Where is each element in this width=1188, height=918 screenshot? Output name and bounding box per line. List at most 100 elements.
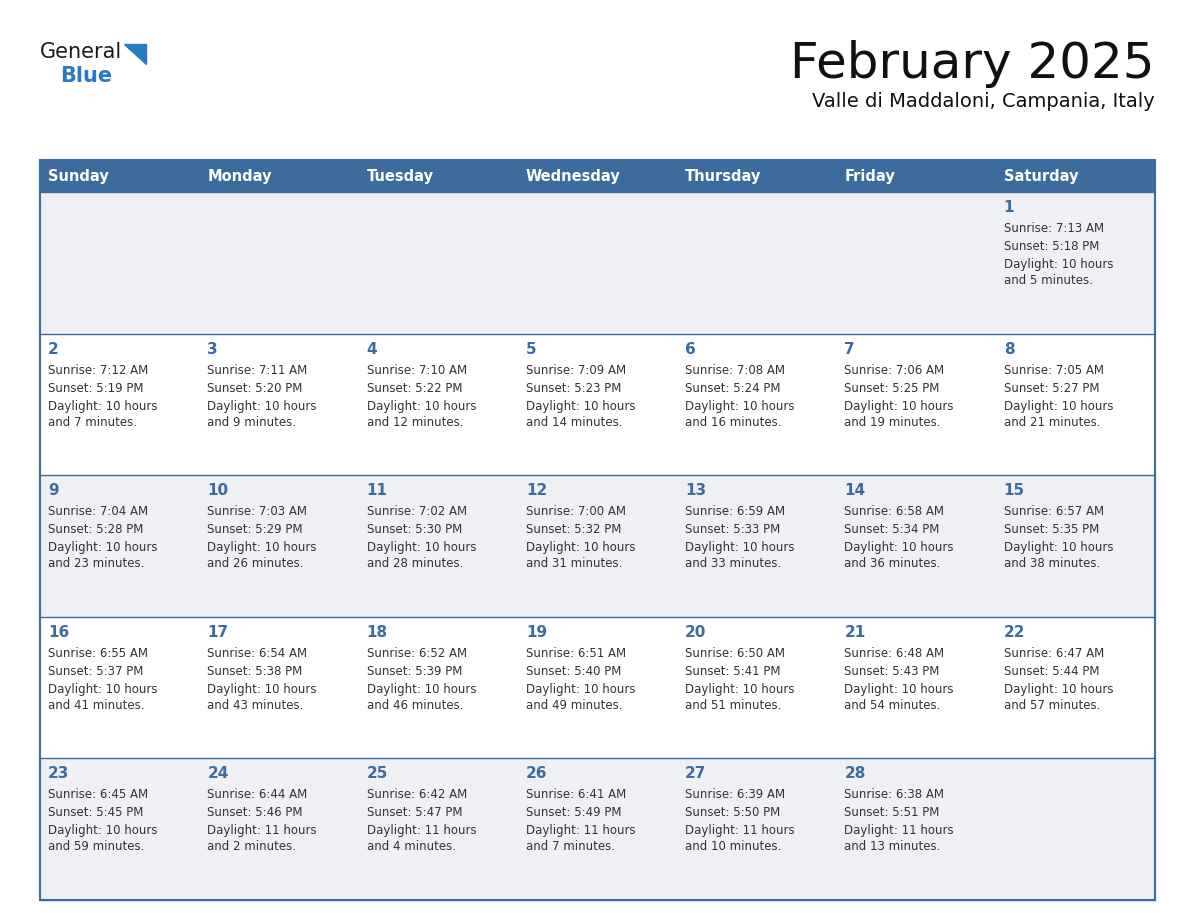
- Text: Sunset: 5:22 PM: Sunset: 5:22 PM: [367, 382, 462, 395]
- Text: and 49 minutes.: and 49 minutes.: [526, 699, 623, 711]
- Text: Sunset: 5:23 PM: Sunset: 5:23 PM: [526, 382, 621, 395]
- Text: Sunrise: 7:03 AM: Sunrise: 7:03 AM: [207, 505, 308, 518]
- Text: Sunset: 5:46 PM: Sunset: 5:46 PM: [207, 806, 303, 820]
- Text: and 5 minutes.: and 5 minutes.: [1004, 274, 1093, 287]
- Text: and 4 minutes.: and 4 minutes.: [367, 840, 455, 854]
- Text: Daylight: 10 hours: Daylight: 10 hours: [48, 824, 158, 837]
- Text: Sunset: 5:27 PM: Sunset: 5:27 PM: [1004, 382, 1099, 395]
- Text: 10: 10: [207, 483, 228, 498]
- Text: Sunset: 5:19 PM: Sunset: 5:19 PM: [48, 382, 144, 395]
- Text: Daylight: 10 hours: Daylight: 10 hours: [845, 399, 954, 412]
- Text: 22: 22: [1004, 625, 1025, 640]
- Bar: [200, 160, 359, 192]
- Text: Sunset: 5:32 PM: Sunset: 5:32 PM: [526, 523, 621, 536]
- Text: and 43 minutes.: and 43 minutes.: [207, 699, 304, 711]
- Text: Sunset: 5:39 PM: Sunset: 5:39 PM: [367, 665, 462, 677]
- Text: Sunset: 5:43 PM: Sunset: 5:43 PM: [845, 665, 940, 677]
- Text: Sunrise: 6:45 AM: Sunrise: 6:45 AM: [48, 789, 148, 801]
- Text: Sunrise: 6:52 AM: Sunrise: 6:52 AM: [367, 647, 467, 660]
- Text: and 57 minutes.: and 57 minutes.: [1004, 699, 1100, 711]
- Text: Blue: Blue: [61, 66, 112, 86]
- Text: Sunrise: 6:58 AM: Sunrise: 6:58 AM: [845, 505, 944, 518]
- Text: Daylight: 10 hours: Daylight: 10 hours: [845, 683, 954, 696]
- Text: Sunset: 5:37 PM: Sunset: 5:37 PM: [48, 665, 144, 677]
- Text: Sunset: 5:18 PM: Sunset: 5:18 PM: [1004, 240, 1099, 253]
- Bar: [40, 476, 1155, 617]
- Text: 16: 16: [48, 625, 69, 640]
- Text: Daylight: 10 hours: Daylight: 10 hours: [685, 399, 795, 412]
- Text: 11: 11: [367, 483, 387, 498]
- Text: Daylight: 10 hours: Daylight: 10 hours: [1004, 542, 1113, 554]
- Text: Sunset: 5:34 PM: Sunset: 5:34 PM: [845, 523, 940, 536]
- Text: Daylight: 10 hours: Daylight: 10 hours: [845, 542, 954, 554]
- Text: 21: 21: [845, 625, 866, 640]
- Text: Sunrise: 7:09 AM: Sunrise: 7:09 AM: [526, 364, 626, 376]
- Text: Daylight: 11 hours: Daylight: 11 hours: [526, 824, 636, 837]
- Bar: [40, 160, 1155, 900]
- Text: Sunset: 5:30 PM: Sunset: 5:30 PM: [367, 523, 462, 536]
- Text: 24: 24: [207, 767, 228, 781]
- Text: 4: 4: [367, 341, 378, 356]
- Text: Sunday: Sunday: [48, 169, 109, 184]
- Text: Sunset: 5:41 PM: Sunset: 5:41 PM: [685, 665, 781, 677]
- Text: 20: 20: [685, 625, 707, 640]
- Text: Sunset: 5:29 PM: Sunset: 5:29 PM: [207, 523, 303, 536]
- Text: Daylight: 10 hours: Daylight: 10 hours: [207, 683, 317, 696]
- Text: Daylight: 11 hours: Daylight: 11 hours: [685, 824, 795, 837]
- Text: and 59 minutes.: and 59 minutes.: [48, 840, 145, 854]
- Bar: [40, 333, 1155, 476]
- Text: Daylight: 10 hours: Daylight: 10 hours: [367, 399, 476, 412]
- Bar: [677, 160, 836, 192]
- Text: Sunrise: 7:05 AM: Sunrise: 7:05 AM: [1004, 364, 1104, 376]
- Text: Friday: Friday: [845, 169, 896, 184]
- Text: Sunset: 5:51 PM: Sunset: 5:51 PM: [845, 806, 940, 820]
- Text: 3: 3: [207, 341, 217, 356]
- Text: and 19 minutes.: and 19 minutes.: [845, 416, 941, 429]
- Text: 8: 8: [1004, 341, 1015, 356]
- Text: Sunrise: 6:47 AM: Sunrise: 6:47 AM: [1004, 647, 1104, 660]
- Text: Valle di Maddaloni, Campania, Italy: Valle di Maddaloni, Campania, Italy: [813, 92, 1155, 111]
- Text: Sunrise: 6:55 AM: Sunrise: 6:55 AM: [48, 647, 148, 660]
- Text: Sunset: 5:50 PM: Sunset: 5:50 PM: [685, 806, 781, 820]
- Text: 28: 28: [845, 767, 866, 781]
- Text: Sunrise: 6:41 AM: Sunrise: 6:41 AM: [526, 789, 626, 801]
- Text: Sunrise: 6:44 AM: Sunrise: 6:44 AM: [207, 789, 308, 801]
- Text: Sunset: 5:35 PM: Sunset: 5:35 PM: [1004, 523, 1099, 536]
- Text: 14: 14: [845, 483, 866, 498]
- Text: 6: 6: [685, 341, 696, 356]
- Text: 18: 18: [367, 625, 387, 640]
- Text: Tuesday: Tuesday: [367, 169, 434, 184]
- Text: and 31 minutes.: and 31 minutes.: [526, 557, 623, 570]
- Text: Sunset: 5:49 PM: Sunset: 5:49 PM: [526, 806, 621, 820]
- Text: and 21 minutes.: and 21 minutes.: [1004, 416, 1100, 429]
- Text: Sunrise: 6:54 AM: Sunrise: 6:54 AM: [207, 647, 308, 660]
- Bar: [40, 617, 1155, 758]
- Text: Thursday: Thursday: [685, 169, 762, 184]
- Text: Daylight: 11 hours: Daylight: 11 hours: [845, 824, 954, 837]
- Text: Sunset: 5:33 PM: Sunset: 5:33 PM: [685, 523, 781, 536]
- Text: Daylight: 11 hours: Daylight: 11 hours: [367, 824, 476, 837]
- Bar: [996, 160, 1155, 192]
- Text: Daylight: 10 hours: Daylight: 10 hours: [207, 542, 317, 554]
- Text: and 54 minutes.: and 54 minutes.: [845, 699, 941, 711]
- Text: and 38 minutes.: and 38 minutes.: [1004, 557, 1100, 570]
- Text: Daylight: 10 hours: Daylight: 10 hours: [1004, 399, 1113, 412]
- Text: 1: 1: [1004, 200, 1015, 215]
- Text: Sunset: 5:25 PM: Sunset: 5:25 PM: [845, 382, 940, 395]
- Bar: [518, 160, 677, 192]
- Text: 27: 27: [685, 767, 707, 781]
- Text: 7: 7: [845, 341, 855, 356]
- Text: Sunrise: 6:42 AM: Sunrise: 6:42 AM: [367, 789, 467, 801]
- Text: and 10 minutes.: and 10 minutes.: [685, 840, 782, 854]
- Text: Daylight: 10 hours: Daylight: 10 hours: [48, 399, 158, 412]
- Text: Wednesday: Wednesday: [526, 169, 620, 184]
- Text: and 14 minutes.: and 14 minutes.: [526, 416, 623, 429]
- Text: Daylight: 10 hours: Daylight: 10 hours: [685, 542, 795, 554]
- Text: and 7 minutes.: and 7 minutes.: [526, 840, 615, 854]
- Text: Daylight: 10 hours: Daylight: 10 hours: [48, 683, 158, 696]
- Text: and 28 minutes.: and 28 minutes.: [367, 557, 463, 570]
- Text: Sunrise: 6:50 AM: Sunrise: 6:50 AM: [685, 647, 785, 660]
- Text: Saturday: Saturday: [1004, 169, 1079, 184]
- Text: and 26 minutes.: and 26 minutes.: [207, 557, 304, 570]
- Text: Sunrise: 7:00 AM: Sunrise: 7:00 AM: [526, 505, 626, 518]
